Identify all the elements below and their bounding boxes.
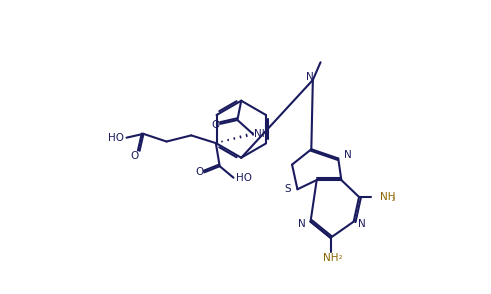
Text: O: O xyxy=(195,167,204,177)
Text: ₂: ₂ xyxy=(338,252,342,261)
Text: NH: NH xyxy=(254,129,270,139)
Text: N: N xyxy=(344,151,352,161)
Text: NH: NH xyxy=(380,192,395,202)
Text: N: N xyxy=(298,219,306,229)
Text: ₂: ₂ xyxy=(392,194,395,203)
Text: O: O xyxy=(212,120,220,130)
Text: O: O xyxy=(130,151,138,161)
Text: N: N xyxy=(358,219,366,229)
Text: N: N xyxy=(306,72,314,82)
Text: NH: NH xyxy=(323,253,338,263)
Text: S: S xyxy=(285,184,291,194)
Text: HO: HO xyxy=(108,133,124,143)
Text: HO: HO xyxy=(236,173,252,183)
